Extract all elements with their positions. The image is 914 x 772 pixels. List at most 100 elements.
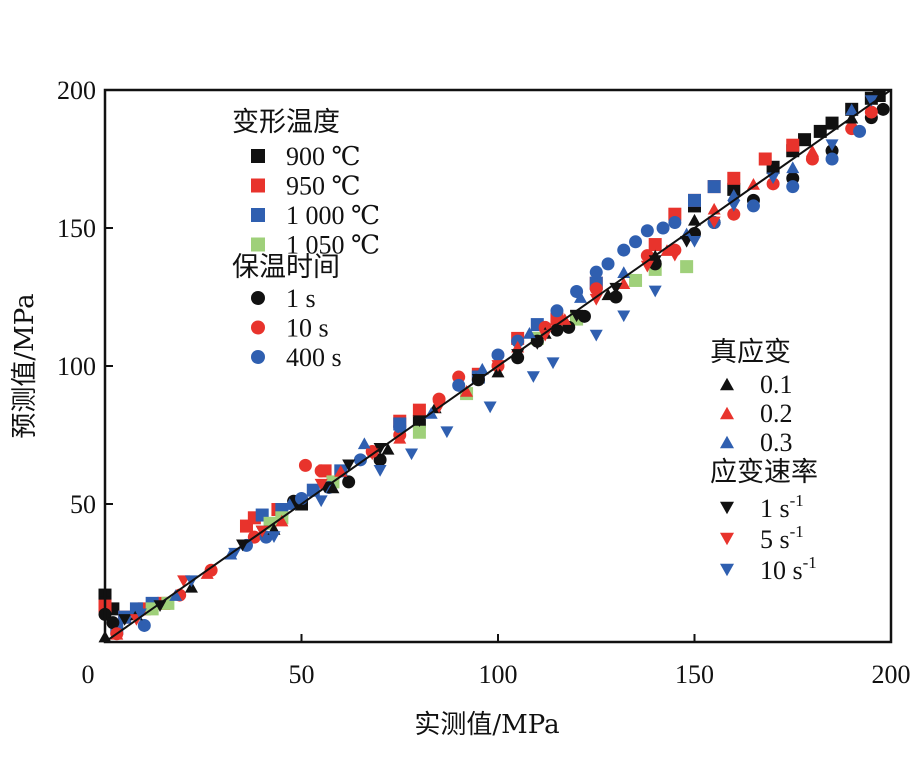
legend-label: 1 000 ℃ xyxy=(286,201,380,230)
legend-marker xyxy=(251,208,265,222)
data-point xyxy=(483,401,497,414)
data-point xyxy=(522,327,536,339)
legend-marker xyxy=(720,563,734,577)
x-tick-label: 150 xyxy=(675,660,714,689)
data-point xyxy=(267,531,281,543)
legend-label: 950 ℃ xyxy=(286,172,361,201)
data-point xyxy=(798,133,812,147)
data-point xyxy=(412,425,426,439)
data-point xyxy=(342,475,356,489)
data-point xyxy=(617,266,631,279)
data-point xyxy=(538,329,552,342)
legend-marker xyxy=(251,178,265,193)
data-point xyxy=(656,221,670,235)
data-point xyxy=(381,442,395,455)
data-point xyxy=(629,273,643,287)
data-point xyxy=(601,257,615,271)
data-point xyxy=(589,282,603,296)
data-point xyxy=(825,152,839,166)
data-point xyxy=(314,495,328,508)
legend-label: 10 s-1 xyxy=(760,553,817,585)
legend-marker xyxy=(720,406,734,420)
legend-label: 1 s xyxy=(286,284,316,313)
legend-title: 变形温度 xyxy=(232,107,340,138)
x-tick-label: 0 xyxy=(82,660,95,689)
x-axis-title: 实测值/MPa xyxy=(414,710,559,740)
data-point xyxy=(574,291,588,303)
data-point xyxy=(876,102,890,116)
x-tick-label: 200 xyxy=(872,660,911,689)
data-point xyxy=(298,458,312,472)
data-point xyxy=(786,138,800,152)
data-point xyxy=(813,124,827,138)
legend-label: 1 050 ℃ xyxy=(286,231,380,260)
data-point xyxy=(405,448,419,461)
legend-label: 900 ℃ xyxy=(286,142,361,171)
data-point xyxy=(373,465,387,477)
legend-label: 400 s xyxy=(286,343,342,372)
legend-marker xyxy=(720,377,734,391)
data-point xyxy=(589,293,603,306)
data-point xyxy=(589,329,603,342)
data-point xyxy=(746,199,760,213)
y-tick-label: 50 xyxy=(70,490,96,519)
data-point xyxy=(727,171,741,185)
data-point xyxy=(106,616,120,630)
data-point xyxy=(648,285,662,298)
data-point xyxy=(617,243,631,257)
y-tick-label: 100 xyxy=(57,352,96,381)
data-point xyxy=(550,304,564,318)
legend-marker xyxy=(251,237,265,252)
data-point xyxy=(326,481,340,494)
y-tick-label: 200 xyxy=(57,76,96,105)
data-point xyxy=(688,213,701,226)
data-point xyxy=(393,420,407,434)
data-point xyxy=(511,349,525,361)
x-tick-label: 50 xyxy=(289,660,315,689)
legend-title: 真应变 xyxy=(710,337,791,368)
data-point xyxy=(546,357,560,370)
legend-marker xyxy=(251,149,265,163)
legend-marker xyxy=(251,291,265,305)
data-point xyxy=(707,216,721,229)
data-point xyxy=(609,290,623,304)
data-point xyxy=(353,453,367,467)
data-point xyxy=(727,207,741,221)
data-point xyxy=(786,161,800,174)
data-point xyxy=(746,177,760,190)
legend-marker xyxy=(251,350,265,364)
data-point xyxy=(526,371,540,383)
data-point xyxy=(452,378,466,392)
legend-label: 5 s-1 xyxy=(760,522,804,554)
data-point xyxy=(118,614,132,626)
legend-label: 10 s xyxy=(286,314,329,343)
data-point xyxy=(786,180,800,194)
data-point xyxy=(589,265,603,279)
data-point xyxy=(283,498,297,510)
data-point xyxy=(872,89,886,103)
data-point xyxy=(412,403,426,417)
data-point xyxy=(845,103,859,116)
data-point xyxy=(373,453,387,467)
data-point xyxy=(137,618,151,632)
y-axis-title: 预测值/MPa xyxy=(10,293,40,438)
data-point xyxy=(228,547,242,560)
data-point xyxy=(864,105,878,119)
data-point xyxy=(393,431,407,444)
data-point xyxy=(668,249,682,262)
data-point xyxy=(680,260,694,274)
y-tick-label: 150 xyxy=(57,214,96,243)
data-point xyxy=(688,193,701,207)
identity-reference-line xyxy=(104,89,892,643)
x-tick-label: 100 xyxy=(479,660,518,689)
axis-ticks: 0 50 100 150 200 50 100 150 200 xyxy=(57,76,911,689)
data-point xyxy=(153,600,167,612)
legend-title: 应变速率 xyxy=(710,457,818,488)
data-point xyxy=(640,224,654,238)
data-point xyxy=(133,608,147,621)
